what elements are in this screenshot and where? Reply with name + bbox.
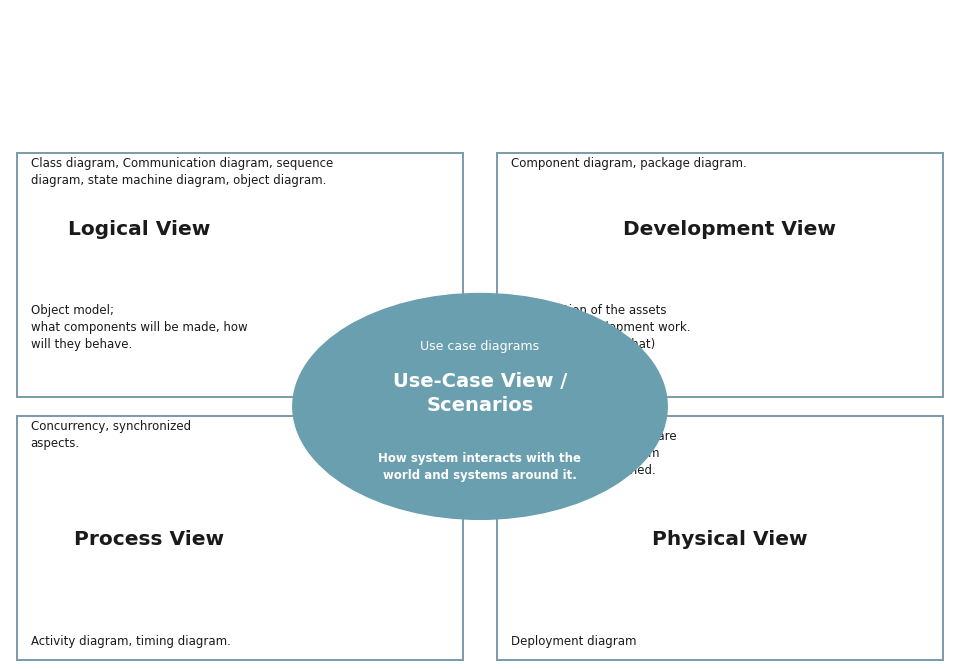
Text: OHJELMISTON SUUNNITTELU, 4+1-: OHJELMISTON SUUNNITTELU, 4+1- [129, 36, 831, 70]
Bar [17, 416, 463, 660]
Text: Use-Case View /
Scenarios: Use-Case View / Scenarios [393, 372, 567, 415]
Text: Use case diagrams: Use case diagrams [420, 340, 540, 353]
Bar [497, 416, 943, 660]
Text: Organization of the assets
during the development work.
(Which belongs to what): Organization of the assets during the de… [511, 304, 690, 351]
Text: Object model;
what components will be made, how
will they behave.: Object model; what components will be ma… [31, 304, 248, 351]
Text: Component diagram, package diagram.: Component diagram, package diagram. [511, 157, 747, 170]
Text: How system interacts with the
world and systems around it.: How system interacts with the world and … [378, 452, 582, 482]
Bar [17, 153, 463, 397]
Text: Process View: Process View [74, 530, 224, 549]
Text: Activity diagram, timing diagram.: Activity diagram, timing diagram. [31, 635, 230, 648]
Text: Physical View: Physical View [652, 530, 807, 549]
Text: Logical View: Logical View [68, 220, 210, 239]
Text: Deployment diagram: Deployment diagram [511, 635, 636, 648]
Text: Development View: Development View [623, 220, 836, 239]
Text: Class diagram, Communication diagram, sequence
diagram, state machine diagram, o: Class diagram, Communication diagram, se… [31, 157, 333, 187]
Text: Concurrency, synchronized
aspects.: Concurrency, synchronized aspects. [31, 419, 191, 450]
Text: How software and hardware
are related; what system
looks like when finished.: How software and hardware are related; w… [511, 430, 677, 477]
Text: MALLISTA: MALLISTA [380, 98, 580, 132]
Bar [497, 153, 943, 397]
Ellipse shape [293, 294, 667, 519]
